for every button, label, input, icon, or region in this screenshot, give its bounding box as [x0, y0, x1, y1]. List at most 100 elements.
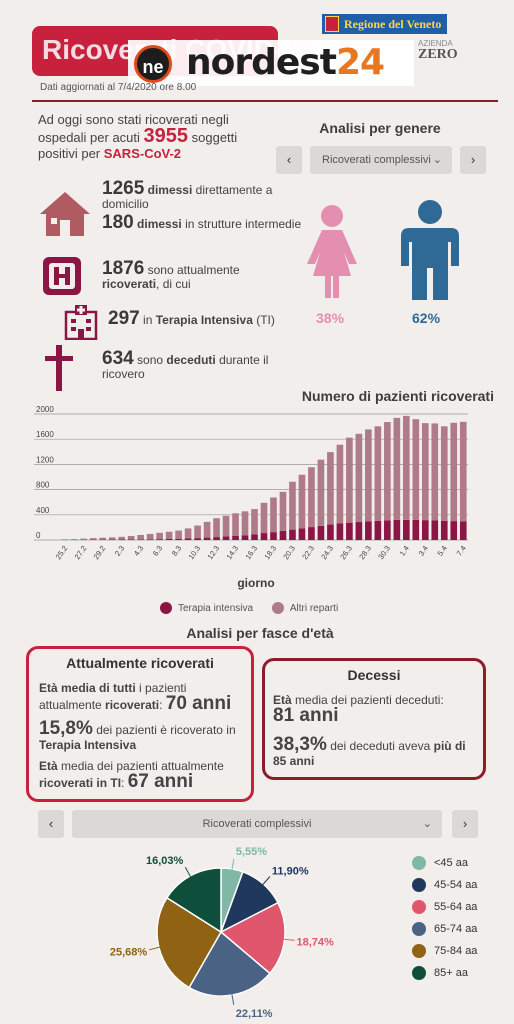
deaths-avg-age-value: 81 anni	[273, 705, 339, 726]
bar-ti	[308, 527, 315, 540]
pie-leader-line	[231, 992, 235, 1005]
intro-text: Ad oggi sono stati ricoverati negli ospe…	[38, 112, 274, 162]
age-next-button[interactable]: ›	[452, 810, 478, 838]
bar-ti	[421, 520, 429, 540]
age-dropdown[interactable]: Ricoverati complessivi ⌄	[72, 810, 442, 838]
txt: più di	[433, 739, 466, 753]
logo-wordmark: nordest24	[186, 42, 385, 83]
pie-legend: <45 aa 45-54 aa 55-64 aa 65-74 aa 75-84 aa 85…	[412, 856, 477, 988]
txt: Età	[273, 693, 292, 707]
bar-ti	[203, 537, 211, 540]
bar-altri	[222, 515, 230, 537]
bar-altri	[232, 513, 239, 536]
intro-part: soggetti positivi per	[38, 130, 238, 161]
y-tick-label: 0	[36, 531, 41, 540]
bar-altri	[384, 422, 391, 521]
update-timestamp: Dati aggiornati al 7/4/2020 ore 8.00	[40, 82, 197, 93]
txt: 85 anni	[273, 754, 315, 768]
male-percentage: 62%	[412, 310, 441, 326]
current-avg-age: Età media di tutti i pazienti attualment…	[39, 681, 249, 713]
bar-ti	[327, 524, 334, 540]
bar-altri	[203, 521, 211, 538]
age-pie-chart: 5,55% 11,90% 18,74% 22,11% 25,68% 16,03%	[110, 846, 334, 1020]
stat-label: dimessi	[137, 217, 182, 231]
legend-dot	[412, 900, 426, 915]
x-tick-label: 27.2	[73, 544, 89, 561]
stat-number: 634	[102, 348, 134, 369]
bar-ti	[450, 521, 458, 540]
legend-dot	[412, 878, 426, 893]
bar-altri	[431, 423, 439, 521]
bar-ti	[156, 539, 163, 540]
txt: :	[121, 776, 128, 790]
bar-altri	[70, 539, 78, 540]
legend-dot	[412, 966, 426, 981]
stat-label: sono	[133, 353, 167, 367]
current-box-title: Attualmente ricoverati	[66, 655, 214, 671]
stat-label: in strutture intermedie	[181, 217, 302, 231]
bar-ti	[146, 539, 154, 540]
ti-share-value: 15,8%	[39, 718, 93, 739]
txt: dei deceduti aveva	[326, 739, 434, 753]
txt: Età media di	[39, 681, 114, 695]
pie-label: 11,90%	[272, 865, 309, 877]
x-tick-label: 18.3	[262, 544, 278, 561]
bar-altri	[327, 452, 334, 525]
txt: tutti	[113, 681, 136, 695]
bar-altri	[99, 537, 107, 540]
bar-altri	[61, 539, 69, 540]
logo-number: 24	[335, 42, 385, 83]
y-tick-label: 1200	[36, 455, 54, 464]
bar-altri	[118, 536, 125, 540]
txt: media dei pazienti attualmente	[57, 759, 224, 773]
azienda-bottom: ZERO	[418, 47, 458, 62]
bar-altri	[440, 426, 448, 521]
gender-next-button[interactable]: ›	[460, 146, 486, 174]
x-tick-label: 28.3	[357, 544, 373, 561]
txt: dei pazienti è ricoverato in	[92, 723, 236, 737]
current-ti-avg-age: Età media dei pazienti attualmente ricov…	[39, 759, 253, 791]
legend-label: 55-64 aa	[434, 901, 478, 913]
bar-ti	[260, 533, 268, 540]
pie-label: 5,55%	[236, 846, 267, 858]
bar-ti	[289, 529, 296, 540]
gender-prev-button[interactable]: ‹	[276, 146, 302, 174]
x-tick-label: 8.3	[170, 544, 183, 558]
bar-altri	[298, 474, 306, 529]
bar-altri	[270, 497, 277, 533]
bar-ti	[412, 519, 420, 540]
cross-icon	[45, 345, 73, 391]
logo-word: nordest	[186, 42, 337, 83]
stat-dimessi-domicilio: 1265 dimessi direttamente a domicilio	[102, 179, 302, 211]
x-tick-label: 2.3	[113, 544, 126, 558]
stat-deceduti: 634 sono deceduti durante il ricovero	[102, 349, 282, 381]
txt: ricoverati in TI	[39, 776, 122, 790]
bar-altri	[403, 415, 410, 520]
legend-dot	[412, 944, 426, 959]
y-tick-label: 1600	[36, 430, 54, 439]
bar-altri	[213, 518, 220, 538]
bar-altri	[355, 433, 363, 523]
legend-dot	[412, 922, 426, 937]
female-percentage: 38%	[316, 310, 345, 326]
age-section-title: Analisi per fasce d'età	[186, 625, 334, 641]
x-tick-label: 24.3	[319, 544, 335, 561]
x-tick-label: 14.3	[224, 544, 240, 561]
age-prev-button[interactable]: ‹	[38, 810, 64, 838]
azienda-logo: AZIENDA ZERO	[418, 38, 458, 62]
female-icon	[307, 205, 357, 298]
stat-label: dimessi	[147, 183, 193, 197]
gender-dropdown[interactable]: Ricoverati complessivi ⌄	[310, 146, 452, 174]
y-tick-label: 2000	[36, 405, 54, 414]
stat-label: Terapia Intensiva	[155, 313, 253, 327]
y-tick-label: 400	[36, 506, 50, 515]
regione-logo: Regione del Veneto	[322, 14, 448, 34]
legend-item-terapia: Terapia intensiva	[160, 602, 253, 614]
deaths-box-title: Decessi	[347, 667, 401, 683]
stat-label: deceduti	[166, 353, 216, 367]
bar-ti	[241, 535, 249, 540]
x-tick-label: 6.3	[151, 544, 164, 558]
chart-title: Numero di pazienti ricoverati	[301, 388, 494, 404]
age-dropdown-value: Ricoverati complessivi	[202, 818, 312, 830]
legend-label: 45-54 aa	[434, 879, 478, 891]
